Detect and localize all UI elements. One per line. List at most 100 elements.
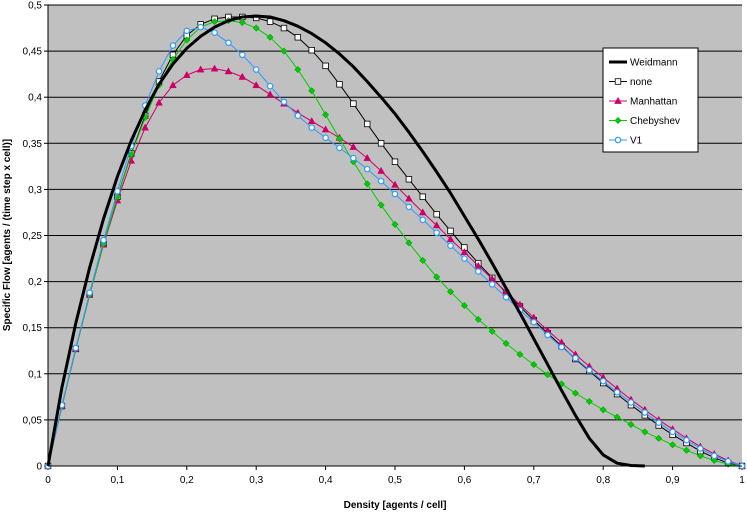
data-point [196, 65, 205, 73]
data-point [169, 42, 177, 49]
data-point [502, 293, 510, 301]
x-tick-label: 1 [739, 475, 745, 486]
data-point [252, 81, 261, 89]
data-point [252, 24, 260, 32]
data-point [238, 72, 247, 80]
data-point [418, 208, 427, 216]
data-point [405, 176, 413, 183]
y-tick-label: 0,2 [28, 277, 42, 288]
data-point [363, 153, 372, 161]
data-point [724, 458, 732, 465]
data-point [446, 288, 455, 296]
x-tick-label: 0 [45, 475, 51, 486]
legend-label: none [630, 77, 653, 88]
data-point [364, 120, 371, 128]
y-tick-label: 0,45 [23, 47, 43, 58]
data-point [488, 281, 496, 288]
data-point [474, 268, 482, 275]
data-point [669, 441, 677, 449]
data-point [599, 377, 607, 385]
legend-marker [614, 116, 622, 125]
data-point [655, 419, 663, 426]
data-point [308, 87, 316, 95]
x-tick-label: 0,6 [457, 475, 471, 486]
data-point [669, 428, 676, 436]
data-point [322, 134, 329, 142]
data-point [197, 23, 204, 31]
legend-item: Manhattan [609, 97, 677, 108]
x-tick-label: 0,5 [388, 475, 402, 486]
data-point [586, 366, 593, 374]
data-point [99, 240, 108, 248]
data-point [544, 371, 552, 379]
data-point [336, 144, 343, 152]
data-point [460, 302, 468, 310]
data-point [391, 220, 399, 228]
data-point [627, 399, 635, 406]
data-point [391, 158, 399, 165]
data-point [266, 90, 274, 98]
data-point [349, 142, 358, 150]
data-point [239, 51, 246, 59]
legend: Weidmann none Manhattan Chebyshev V1 [602, 47, 699, 153]
legend-item: V1 [609, 136, 643, 147]
legend-marker [614, 136, 622, 144]
data-point [571, 389, 579, 397]
data-point [710, 452, 718, 460]
data-point [183, 27, 191, 35]
data-point [211, 18, 219, 26]
data-point [336, 81, 343, 88]
y-tick-label: 0,3 [28, 185, 42, 196]
legend-item: Weidmann [609, 58, 678, 69]
data-point [224, 67, 233, 75]
data-point [710, 456, 718, 465]
data-point [141, 123, 149, 131]
data-point [113, 193, 121, 201]
data-point [682, 446, 691, 454]
series-line [46, 14, 645, 468]
data-point [266, 82, 274, 90]
data-point [558, 343, 565, 351]
data-point [627, 420, 635, 429]
data-point [363, 165, 371, 173]
x-tick-label: 0,7 [527, 475, 541, 486]
x-tick-label: 0,9 [666, 475, 680, 486]
data-point [433, 273, 441, 281]
data-point [335, 135, 344, 143]
data-point [655, 434, 663, 442]
y-tick-label: 0,1 [28, 369, 42, 380]
data-point [266, 18, 274, 25]
data-point [419, 256, 427, 264]
data-point [405, 239, 413, 247]
y-tick-label: 0,25 [23, 231, 43, 242]
data-point [460, 247, 469, 255]
data-point [308, 124, 316, 131]
legend-label: Chebyshev [630, 116, 680, 127]
x-tick-label: 0,1 [110, 475, 124, 486]
legend-label: Manhattan [630, 97, 677, 108]
data-point [183, 36, 191, 44]
data-point [155, 98, 163, 106]
y-axis-ticks: 0 0,05 0,1 0,15 0,2 0,25 0,3 0,35 0,4 0,45 0,5 [23, 1, 48, 473]
data-point [377, 177, 385, 185]
data-point [377, 140, 385, 147]
data-point [405, 203, 413, 211]
series-v1 [44, 23, 746, 470]
legend-marker [614, 78, 622, 85]
data-point [238, 18, 246, 27]
x-axis-label: Density [agents / cell] [344, 500, 447, 511]
data-point [432, 221, 441, 229]
data-point [321, 125, 330, 133]
series-weidmann [46, 14, 645, 468]
data-point [322, 111, 330, 119]
data-point [696, 452, 704, 460]
data-point [446, 235, 455, 243]
data-point [474, 315, 482, 323]
data-point [72, 344, 80, 352]
data-point [377, 166, 385, 174]
data-point [307, 117, 316, 125]
data-point [350, 154, 357, 162]
legend-label: Weidmann [630, 58, 678, 69]
data-point [182, 70, 191, 78]
